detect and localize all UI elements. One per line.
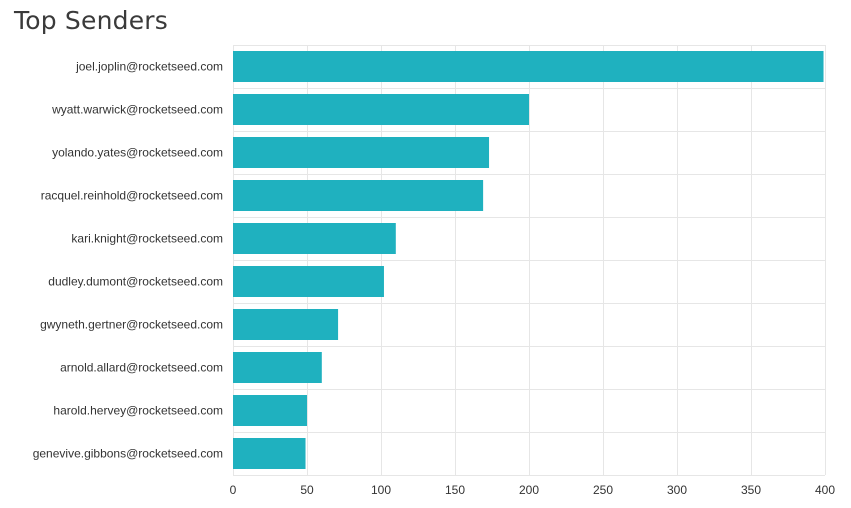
bar[interactable]: [233, 137, 490, 168]
x-tick-label: 250: [593, 483, 613, 497]
bar-layer: [233, 51, 824, 469]
bar[interactable]: [233, 395, 307, 426]
x-tick-label: 150: [445, 483, 465, 497]
x-tick-label: 100: [371, 483, 391, 497]
category-label: genevive.gibbons@rocketseed.com: [33, 447, 223, 461]
bar[interactable]: [233, 352, 322, 383]
category-label: wyatt.warwick@rocketseed.com: [51, 103, 223, 117]
bar[interactable]: [233, 309, 339, 340]
x-tick-label: 0: [230, 483, 237, 497]
x-axis-ticks: 0 50 100 150 200 250 300 350 400: [230, 483, 836, 497]
category-label: yolando.yates@rocketseed.com: [52, 146, 223, 160]
category-label: arnold.allard@rocketseed.com: [60, 361, 223, 375]
category-label: racquel.reinhold@rocketseed.com: [41, 189, 223, 203]
category-label: joel.joplin@rocketseed.com: [75, 60, 223, 74]
x-tick-label: 200: [519, 483, 539, 497]
x-tick-label: 50: [300, 483, 314, 497]
bar[interactable]: [233, 94, 529, 125]
x-tick-label: 350: [741, 483, 761, 497]
category-label: kari.knight@rocketseed.com: [71, 232, 223, 246]
bar[interactable]: [233, 266, 384, 297]
bar[interactable]: [233, 180, 484, 211]
bar[interactable]: [233, 51, 824, 82]
chart-title: Top Senders: [14, 6, 168, 35]
category-label: gwyneth.gertner@rocketseed.com: [40, 318, 223, 332]
category-label: harold.hervey@rocketseed.com: [53, 404, 223, 418]
category-label: dudley.dumont@rocketseed.com: [48, 275, 223, 289]
x-tick-label: 300: [667, 483, 687, 497]
bar[interactable]: [233, 438, 306, 469]
category-labels: joel.joplin@rocketseed.com wyatt.warwick@…: [33, 60, 223, 461]
bar[interactable]: [233, 223, 396, 254]
x-tick-label: 400: [815, 483, 835, 497]
